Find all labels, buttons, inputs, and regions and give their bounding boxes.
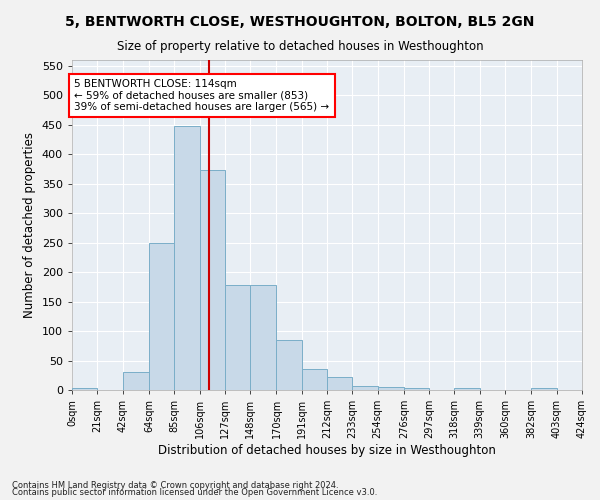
Bar bbox=[404, 388, 429, 390]
Text: 5, BENTWORTH CLOSE, WESTHOUGHTON, BOLTON, BL5 2GN: 5, BENTWORTH CLOSE, WESTHOUGHTON, BOLTON… bbox=[65, 15, 535, 29]
Bar bbox=[327, 377, 352, 390]
Bar bbox=[377, 387, 404, 390]
Text: Contains public sector information licensed under the Open Government Licence v3: Contains public sector information licen… bbox=[12, 488, 377, 497]
Bar bbox=[225, 285, 250, 390]
Bar bbox=[174, 126, 199, 390]
Bar bbox=[302, 370, 327, 390]
X-axis label: Distribution of detached houses by size in Westhoughton: Distribution of detached houses by size … bbox=[158, 444, 496, 457]
Bar bbox=[72, 388, 97, 390]
Text: Size of property relative to detached houses in Westhoughton: Size of property relative to detached ho… bbox=[116, 40, 484, 53]
Bar bbox=[122, 372, 149, 390]
Bar bbox=[250, 285, 277, 390]
Bar bbox=[149, 242, 174, 390]
Bar bbox=[532, 388, 557, 390]
Text: 5 BENTWORTH CLOSE: 114sqm
← 59% of detached houses are smaller (853)
39% of semi: 5 BENTWORTH CLOSE: 114sqm ← 59% of detac… bbox=[74, 79, 329, 112]
Y-axis label: Number of detached properties: Number of detached properties bbox=[23, 132, 36, 318]
Text: Contains HM Land Registry data © Crown copyright and database right 2024.: Contains HM Land Registry data © Crown c… bbox=[12, 480, 338, 490]
Bar bbox=[455, 388, 480, 390]
Bar bbox=[352, 386, 377, 390]
Bar bbox=[199, 170, 225, 390]
Bar bbox=[277, 340, 302, 390]
